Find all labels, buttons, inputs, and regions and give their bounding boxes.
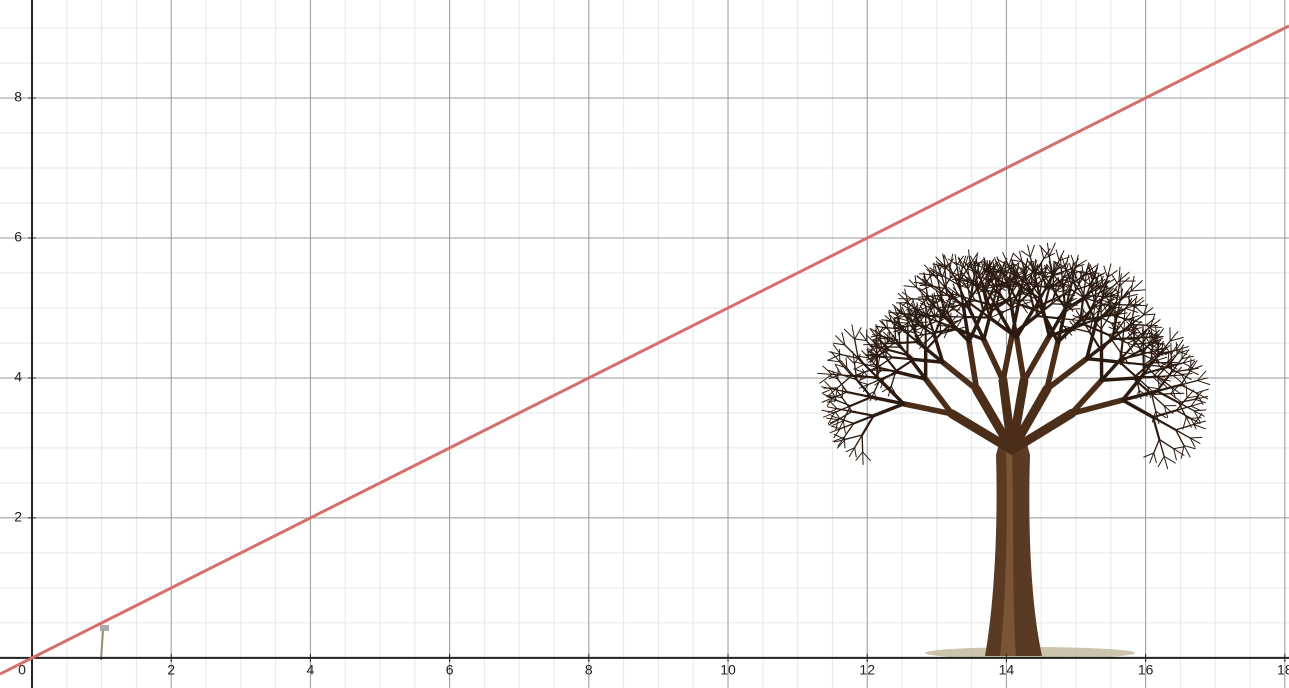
tree-branch bbox=[837, 400, 851, 405]
tree-branch bbox=[899, 334, 900, 347]
axes: 0246810121416182468 bbox=[0, 0, 1289, 688]
x-tick-label: 18 bbox=[1277, 662, 1289, 678]
y-tick-label: 2 bbox=[14, 509, 22, 525]
tree-branch bbox=[955, 280, 969, 281]
tree-branch bbox=[1170, 393, 1184, 394]
tree-branch bbox=[823, 366, 832, 374]
tree-branch bbox=[870, 364, 880, 365]
tree-branch bbox=[842, 387, 843, 398]
tree-branch bbox=[1131, 290, 1145, 291]
tree-branch bbox=[1102, 378, 1134, 380]
tree-branch bbox=[1197, 381, 1209, 385]
tree-branch bbox=[1190, 437, 1202, 438]
tree-branch bbox=[840, 362, 852, 376]
tree-branch bbox=[894, 342, 918, 343]
tree-branch bbox=[1154, 453, 1157, 463]
x-tick-label: 16 bbox=[1138, 662, 1154, 678]
tree-branch bbox=[984, 340, 1003, 381]
x-tick-label: 10 bbox=[720, 662, 736, 678]
tree-branch bbox=[856, 452, 863, 460]
tree-branch bbox=[844, 437, 845, 448]
tree-branch bbox=[964, 317, 989, 318]
tree-branch bbox=[1123, 400, 1153, 417]
tree-branch bbox=[896, 359, 914, 371]
x-tick-label: 8 bbox=[585, 662, 593, 678]
tree-branch bbox=[1010, 286, 1020, 287]
tree-branch bbox=[1119, 267, 1120, 281]
tree-branch bbox=[1126, 309, 1138, 313]
tree-branch bbox=[852, 412, 874, 416]
tree-branch bbox=[987, 279, 997, 280]
x-tick-label: 12 bbox=[859, 662, 875, 678]
page: 0246810121416182468 (() => { const data … bbox=[0, 0, 1289, 688]
axe-icon bbox=[100, 625, 109, 660]
tree-branch bbox=[1056, 250, 1059, 261]
tree-branch bbox=[1173, 376, 1182, 384]
tree-branch bbox=[1017, 337, 1024, 381]
y-tick-label: 8 bbox=[14, 89, 22, 105]
tree-branch bbox=[1176, 342, 1177, 354]
tree-branch bbox=[863, 452, 871, 461]
tree-branch bbox=[874, 404, 904, 416]
tree-branch bbox=[867, 354, 880, 355]
graph: 0246810121416182468 bbox=[0, 0, 1289, 688]
y-tick-label: 4 bbox=[14, 369, 22, 385]
axe-head bbox=[100, 625, 109, 631]
tree-branch bbox=[1158, 456, 1164, 466]
tree-branch bbox=[822, 389, 832, 393]
tree-branch bbox=[850, 397, 871, 406]
y-tick-label: 6 bbox=[14, 229, 22, 245]
tree-branch bbox=[1065, 255, 1068, 267]
tree-branch bbox=[1030, 245, 1034, 257]
tree-branch bbox=[1179, 399, 1195, 402]
x-tick-label: 4 bbox=[307, 662, 315, 678]
tree-branch bbox=[882, 370, 896, 371]
tree-branch bbox=[1181, 385, 1196, 393]
tree-branch bbox=[1191, 418, 1201, 419]
x-tick-label: 6 bbox=[446, 662, 454, 678]
tree-branch bbox=[1096, 282, 1097, 291]
tree-branch bbox=[864, 344, 877, 345]
tree-branch bbox=[1154, 439, 1160, 453]
tree-branch bbox=[855, 448, 857, 457]
tree-branch bbox=[855, 328, 861, 340]
tree-branch bbox=[818, 373, 833, 374]
tree-branch bbox=[1101, 334, 1114, 351]
tree-branch bbox=[876, 343, 894, 344]
tree-branch bbox=[855, 339, 866, 341]
tree-branch bbox=[1186, 386, 1187, 398]
tree-branch bbox=[1003, 335, 1012, 381]
tree-branch bbox=[1158, 376, 1174, 377]
tree-illustration bbox=[818, 243, 1210, 659]
tree-branch bbox=[862, 435, 863, 452]
tree-branch bbox=[855, 364, 864, 369]
tree-branch bbox=[1104, 266, 1108, 277]
grid bbox=[0, 0, 1289, 688]
x-tick-label: 14 bbox=[999, 662, 1015, 678]
tree-branch bbox=[1151, 329, 1152, 340]
tree-branches bbox=[818, 243, 1210, 469]
x-tick-label: 2 bbox=[167, 662, 175, 678]
tree-branch bbox=[1181, 374, 1192, 375]
tree-branch bbox=[860, 332, 867, 340]
tree-branch bbox=[1017, 309, 1034, 338]
